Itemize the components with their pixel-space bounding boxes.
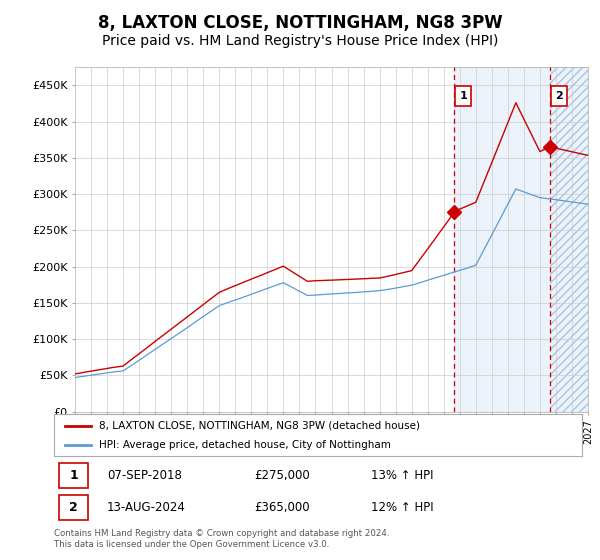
Text: 2: 2 bbox=[70, 501, 78, 514]
Text: £365,000: £365,000 bbox=[254, 501, 310, 514]
Text: 8, LAXTON CLOSE, NOTTINGHAM, NG8 3PW (detached house): 8, LAXTON CLOSE, NOTTINGHAM, NG8 3PW (de… bbox=[99, 421, 420, 431]
Text: 1: 1 bbox=[460, 91, 467, 101]
Text: 12% ↑ HPI: 12% ↑ HPI bbox=[371, 501, 433, 514]
Bar bbox=[550, 67, 588, 412]
Text: 1: 1 bbox=[70, 469, 78, 482]
Text: 07-SEP-2018: 07-SEP-2018 bbox=[107, 469, 182, 482]
Text: 8, LAXTON CLOSE, NOTTINGHAM, NG8 3PW: 8, LAXTON CLOSE, NOTTINGHAM, NG8 3PW bbox=[98, 14, 502, 32]
Text: Contains HM Land Registry data © Crown copyright and database right 2024.
This d: Contains HM Land Registry data © Crown c… bbox=[54, 529, 389, 549]
FancyBboxPatch shape bbox=[455, 86, 471, 106]
Text: Price paid vs. HM Land Registry's House Price Index (HPI): Price paid vs. HM Land Registry's House … bbox=[102, 34, 498, 48]
FancyBboxPatch shape bbox=[59, 463, 88, 488]
FancyBboxPatch shape bbox=[59, 495, 88, 520]
Text: 2: 2 bbox=[555, 91, 563, 101]
Text: 13-AUG-2024: 13-AUG-2024 bbox=[107, 501, 185, 514]
Text: HPI: Average price, detached house, City of Nottingham: HPI: Average price, detached house, City… bbox=[99, 440, 391, 450]
FancyBboxPatch shape bbox=[551, 86, 566, 106]
Text: 13% ↑ HPI: 13% ↑ HPI bbox=[371, 469, 433, 482]
Text: £275,000: £275,000 bbox=[254, 469, 310, 482]
Bar bbox=[454, 67, 588, 412]
